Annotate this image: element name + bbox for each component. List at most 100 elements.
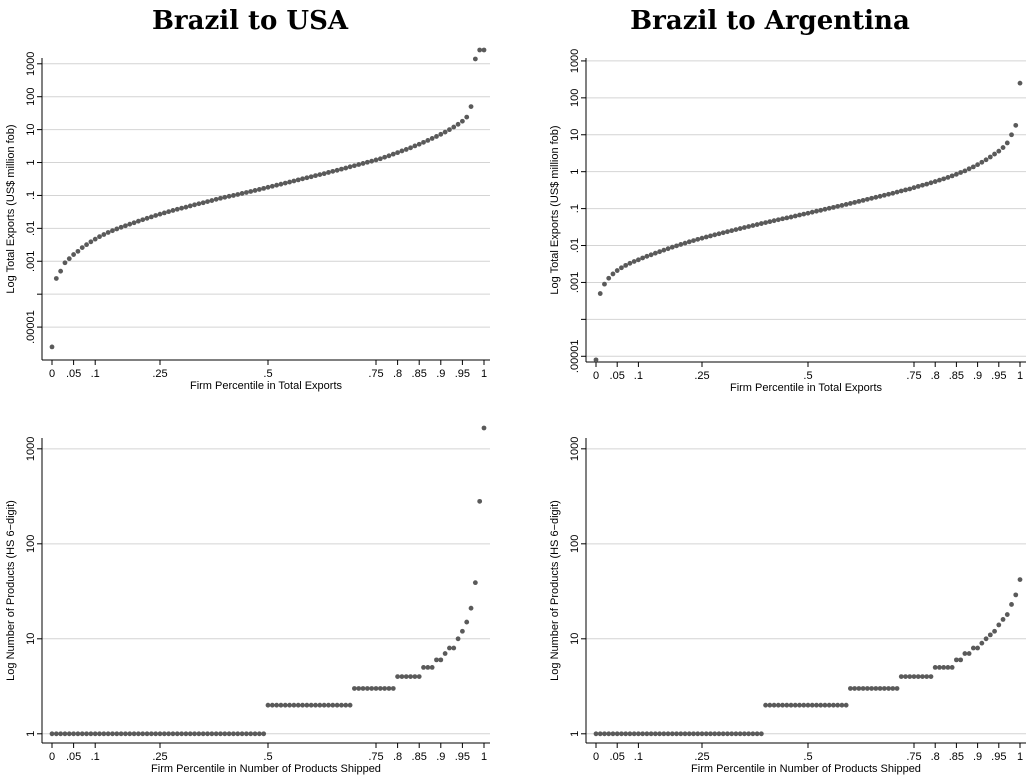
data-point bbox=[652, 250, 658, 256]
y-tick-label: .1 bbox=[569, 204, 581, 213]
data-point bbox=[101, 731, 107, 737]
data-point bbox=[403, 147, 409, 152]
data-point bbox=[248, 189, 254, 194]
data-point bbox=[222, 731, 228, 737]
data-point bbox=[62, 731, 68, 737]
x-tick-label: .5 bbox=[263, 751, 272, 763]
data-point bbox=[742, 731, 747, 737]
data-point bbox=[758, 221, 764, 226]
data-point bbox=[805, 702, 811, 708]
data-point bbox=[716, 231, 722, 237]
x-tick-label: .25 bbox=[152, 751, 167, 763]
data-point bbox=[231, 731, 236, 737]
x-tick-label: .5 bbox=[803, 751, 812, 763]
data-point bbox=[416, 141, 422, 147]
x-axis-label: Firm Percentile in Number of Products Sh… bbox=[151, 763, 381, 775]
data-point bbox=[881, 686, 887, 691]
data-point bbox=[682, 240, 688, 246]
data-point bbox=[682, 731, 688, 737]
data-point bbox=[256, 731, 262, 737]
data-point bbox=[915, 183, 921, 189]
x-axis-label: Firm Percentile in Total Exports bbox=[730, 382, 883, 394]
data-point bbox=[742, 225, 747, 230]
data-point bbox=[1004, 140, 1010, 146]
data-point bbox=[71, 731, 76, 737]
data-point bbox=[826, 702, 832, 708]
data-point bbox=[369, 686, 375, 691]
data-point bbox=[979, 640, 985, 646]
data-point bbox=[678, 242, 684, 247]
data-point bbox=[627, 260, 633, 266]
data-point bbox=[308, 702, 314, 708]
data-point bbox=[412, 143, 418, 149]
data-point bbox=[304, 702, 310, 708]
data-point bbox=[455, 636, 461, 642]
data-point bbox=[737, 731, 743, 737]
data-point bbox=[256, 187, 262, 192]
data-point bbox=[839, 203, 845, 208]
data-point bbox=[949, 664, 955, 670]
data-point bbox=[970, 645, 976, 651]
data-point bbox=[339, 702, 344, 708]
data-point bbox=[352, 686, 357, 691]
data-point bbox=[775, 702, 781, 708]
data-point bbox=[758, 731, 764, 737]
data-point bbox=[970, 164, 976, 170]
data-point bbox=[49, 344, 55, 350]
x-tick-label: .1 bbox=[634, 751, 643, 763]
data-point bbox=[788, 702, 794, 708]
data-point bbox=[818, 702, 824, 708]
data-point bbox=[464, 114, 470, 120]
data-point bbox=[597, 291, 603, 296]
data-point bbox=[877, 686, 883, 691]
data-point bbox=[274, 182, 280, 188]
data-point bbox=[852, 686, 858, 691]
y-tick-label: .01 bbox=[25, 221, 37, 236]
data-point bbox=[75, 731, 81, 737]
data-point bbox=[966, 651, 972, 656]
data-point bbox=[460, 118, 465, 124]
data-point bbox=[886, 191, 891, 197]
data-point bbox=[364, 686, 370, 691]
data-point bbox=[945, 664, 951, 670]
data-point bbox=[746, 731, 752, 737]
data-point bbox=[648, 252, 654, 258]
data-point bbox=[399, 148, 405, 154]
data-point bbox=[606, 275, 612, 281]
data-point bbox=[848, 201, 853, 206]
data-point bbox=[226, 731, 232, 737]
data-point bbox=[369, 158, 375, 164]
data-point bbox=[631, 731, 637, 737]
x-tick-label: .05 bbox=[610, 751, 625, 763]
data-point bbox=[352, 163, 357, 169]
data-point bbox=[136, 218, 141, 224]
data-point bbox=[822, 702, 828, 708]
data-point bbox=[797, 212, 802, 218]
data-point bbox=[627, 731, 633, 737]
data-point bbox=[434, 134, 439, 139]
data-point bbox=[468, 605, 474, 611]
data-point bbox=[261, 731, 267, 737]
data-point bbox=[144, 731, 150, 737]
data-point bbox=[222, 194, 228, 200]
data-point bbox=[1013, 592, 1019, 598]
x-tick-label: .8 bbox=[393, 751, 402, 763]
data-point bbox=[66, 731, 72, 737]
data-point bbox=[661, 247, 667, 253]
data-point bbox=[920, 674, 925, 680]
data-point bbox=[313, 173, 318, 179]
data-point bbox=[317, 172, 323, 177]
y-tick-label: 1000 bbox=[569, 49, 581, 73]
data-point bbox=[809, 209, 815, 215]
data-point bbox=[58, 268, 64, 274]
data-point bbox=[924, 674, 930, 680]
data-point bbox=[962, 651, 968, 656]
y-axis-label: Log Total Exports (US$ million fob) bbox=[549, 125, 561, 294]
data-point bbox=[166, 209, 172, 215]
data-point bbox=[196, 201, 202, 207]
data-point bbox=[382, 154, 388, 160]
data-point bbox=[835, 203, 841, 209]
data-point bbox=[481, 425, 487, 431]
data-point bbox=[780, 702, 785, 708]
data-point bbox=[848, 686, 853, 691]
